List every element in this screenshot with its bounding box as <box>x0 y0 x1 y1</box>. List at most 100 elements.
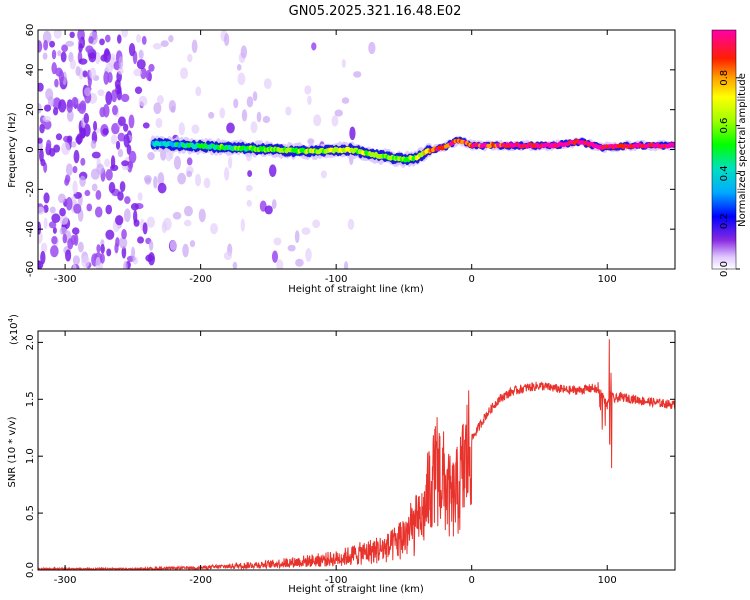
noise-blob <box>46 139 52 151</box>
noise-blob <box>148 240 154 251</box>
noise-blob <box>85 45 94 54</box>
snr-plot-area <box>38 331 675 570</box>
colorbar-tick-label: 0.2 <box>719 213 730 229</box>
noise-blob <box>104 158 110 168</box>
noise-blob <box>145 69 152 81</box>
noise-blob <box>191 124 200 134</box>
noise-blob <box>240 45 248 59</box>
noise-blob <box>307 95 312 106</box>
noise-blob <box>66 100 73 113</box>
noise-blob <box>72 255 80 266</box>
noise-blob <box>38 40 43 53</box>
noise-blob <box>93 120 98 132</box>
noise-blob <box>65 40 75 47</box>
noise-blob <box>247 170 253 178</box>
noise-blob <box>246 199 252 207</box>
noise-blob <box>127 160 134 169</box>
noise-blob <box>246 96 254 108</box>
noise-blob <box>83 112 90 124</box>
noise-blob <box>276 259 284 269</box>
noise-blob <box>334 109 343 117</box>
snr-y-tick-label: 0.5 <box>25 505 36 521</box>
noise-blob <box>95 190 102 200</box>
spectrogram-x-tick-label: -300 <box>54 274 77 285</box>
noise-blob <box>313 114 322 127</box>
noise-blob <box>97 89 105 97</box>
spectrogram-y-tick-label: 40 <box>25 63 36 76</box>
noise-blob <box>226 122 235 134</box>
noise-blob <box>51 49 57 60</box>
noise-blob <box>96 244 101 253</box>
snr-x-ticks: -300 -200 -100 0 100 <box>54 331 617 586</box>
noise-blob <box>78 43 83 53</box>
snr-y-label: SNR (10 * v/v) <box>7 416 18 487</box>
noise-blob <box>110 134 118 145</box>
noise-blob <box>84 189 91 197</box>
noise-blob <box>42 115 51 123</box>
snr-scale-prefix: (x10 <box>9 322 20 345</box>
snr-scale-exponent: 4 <box>7 317 15 322</box>
noise-blob <box>147 152 155 161</box>
noise-blob <box>102 128 109 135</box>
svg-text:(x104): (x104) <box>7 314 20 345</box>
noise-blob <box>59 207 66 217</box>
noise-blob <box>233 98 239 109</box>
noise-blob <box>152 43 162 50</box>
noise-blob <box>186 157 193 166</box>
noise-blob <box>43 192 50 204</box>
noise-blob <box>320 170 327 179</box>
noise-blob <box>223 251 232 261</box>
noise-blob <box>153 102 162 115</box>
noise-blob <box>237 72 246 86</box>
snr-panel: -300 -200 -100 0 100 0.0 0.5 1.0 1.5 2.0 Height … <box>7 314 676 595</box>
noise-blob <box>43 217 48 230</box>
noise-blob <box>307 138 315 145</box>
noise-blob <box>40 250 46 265</box>
noise-blob <box>240 218 245 232</box>
snr-x-tick-label: -200 <box>189 575 212 586</box>
noise-blob <box>136 34 142 43</box>
snr-y-ticks: 0.0 0.5 1.0 1.5 2.0 <box>25 334 675 578</box>
noise-blob <box>62 233 68 244</box>
noise-blob <box>347 218 355 230</box>
spectrogram-x-tick-label: 0 <box>469 274 475 285</box>
noise-blob <box>39 148 44 163</box>
noise-blob <box>219 107 226 119</box>
noise-blob <box>48 147 56 157</box>
noise-blob <box>72 165 78 174</box>
noise-blob <box>65 249 72 262</box>
noise-blob <box>198 208 206 223</box>
noise-blob <box>137 192 143 201</box>
noise-blob <box>136 59 146 70</box>
noise-blob <box>203 177 211 189</box>
noise-blob <box>128 150 137 164</box>
noise-blob <box>224 167 230 181</box>
noise-blob <box>144 177 152 185</box>
noise-blob <box>80 157 86 166</box>
noise-blob <box>368 41 376 55</box>
noise-blob <box>67 135 73 143</box>
snr-scale-suffix: ) <box>9 314 20 318</box>
noise-blob <box>305 248 312 262</box>
noise-blob <box>38 206 45 215</box>
colorbar: 0.0 0.2 0.4 0.6 0.8 Normalized spectral ampl… <box>711 29 748 277</box>
noise-blob <box>42 52 48 60</box>
noise-blob <box>108 181 116 194</box>
noise-blob <box>117 191 124 201</box>
noise-blob <box>118 56 124 70</box>
snr-x-label: Height of straight line (km) <box>288 584 424 595</box>
noise-blob <box>38 103 42 114</box>
noise-blob <box>169 240 177 251</box>
figure-title: GN05.2025.321.16.48.E02 <box>289 4 462 19</box>
noise-blob <box>99 106 106 118</box>
noise-blob <box>73 149 80 164</box>
noise-blob <box>194 173 202 187</box>
noise-blob <box>82 70 88 78</box>
noise-blob <box>105 229 115 240</box>
noise-blob <box>119 181 126 193</box>
noise-blob <box>53 30 62 39</box>
noise-blob <box>38 137 43 144</box>
noise-blob <box>64 177 70 186</box>
noise-blob <box>111 123 120 135</box>
